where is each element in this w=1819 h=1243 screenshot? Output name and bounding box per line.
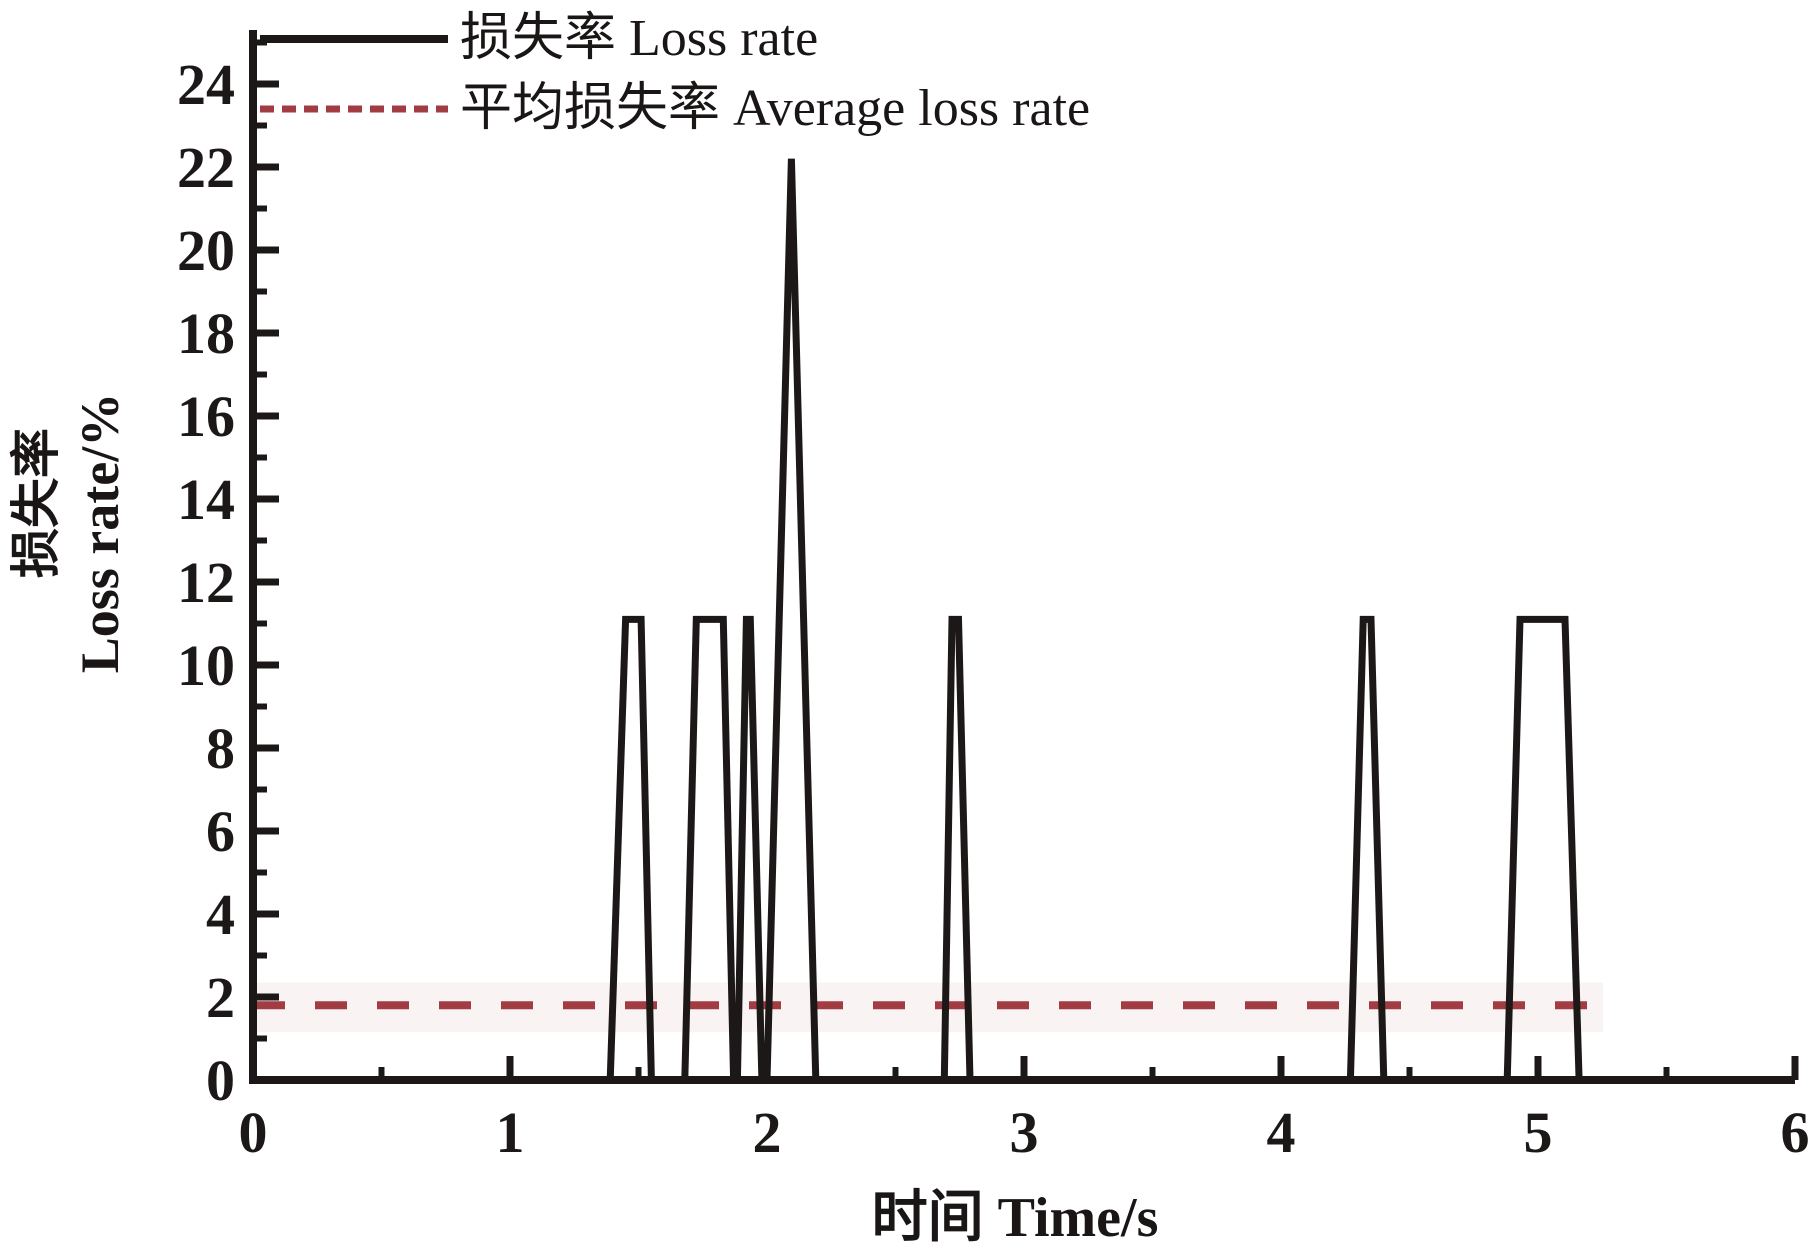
- y-axis-tick-label: 14: [177, 467, 235, 532]
- x-axis-tick-label: 5: [1524, 1100, 1553, 1165]
- x-axis-tick-label: 6: [1781, 1100, 1810, 1165]
- y-axis-tick-label: 2: [206, 965, 235, 1030]
- y-axis-tick-label: 8: [206, 716, 235, 781]
- axis-ticks: [249, 39, 1799, 1084]
- y-axis-tick-label: 24: [177, 52, 235, 117]
- loss-rate-polyline: [253, 158, 1595, 1084]
- x-axis-tick-label: 4: [1267, 1100, 1296, 1165]
- y-axis-tick-label: 10: [177, 633, 235, 698]
- y-axis-title-english: Loss rate/%: [70, 392, 130, 674]
- y-axis-tick-label: 20: [177, 218, 235, 283]
- legend-item-average-loss-rate: 平均损失率 Average loss rate: [258, 74, 1090, 144]
- x-axis-tick-label: 1: [496, 1100, 525, 1165]
- x-axis-tick-label: 3: [1010, 1100, 1039, 1165]
- legend-label-average-loss-rate: 平均损失率 Average loss rate: [460, 80, 1091, 137]
- axes: [249, 30, 1795, 1084]
- y-axis-tick-label: 18: [177, 301, 235, 366]
- y-axis-tick-label: 4: [206, 882, 235, 947]
- legend-label-loss-rate: 损失率 Loss rate: [460, 10, 819, 67]
- x-axis-tick-label: 2: [753, 1100, 782, 1165]
- y-axis-tick-label: 0: [206, 1048, 235, 1113]
- y-axis-tick-label: 22: [177, 135, 235, 200]
- legend-item-loss-rate: 损失率 Loss rate: [258, 4, 1090, 74]
- legend-solid-line-swatch: [260, 35, 448, 43]
- legend: 损失率 Loss rate 平均损失率 Average loss rate: [258, 4, 1090, 144]
- y-axis-tick-label: 6: [206, 799, 235, 864]
- loss-rate-line: [253, 158, 1595, 1084]
- y-axis-tick-label: 12: [177, 550, 235, 615]
- x-axis-title: 时间 Time/s: [871, 1187, 1159, 1243]
- legend-dashed-line-swatch: [260, 105, 448, 113]
- x-axis-tick-label: 0: [239, 1100, 268, 1165]
- y-axis-title-chinese: 损失率: [8, 428, 64, 578]
- y-axis-tick-label: 16: [177, 384, 235, 449]
